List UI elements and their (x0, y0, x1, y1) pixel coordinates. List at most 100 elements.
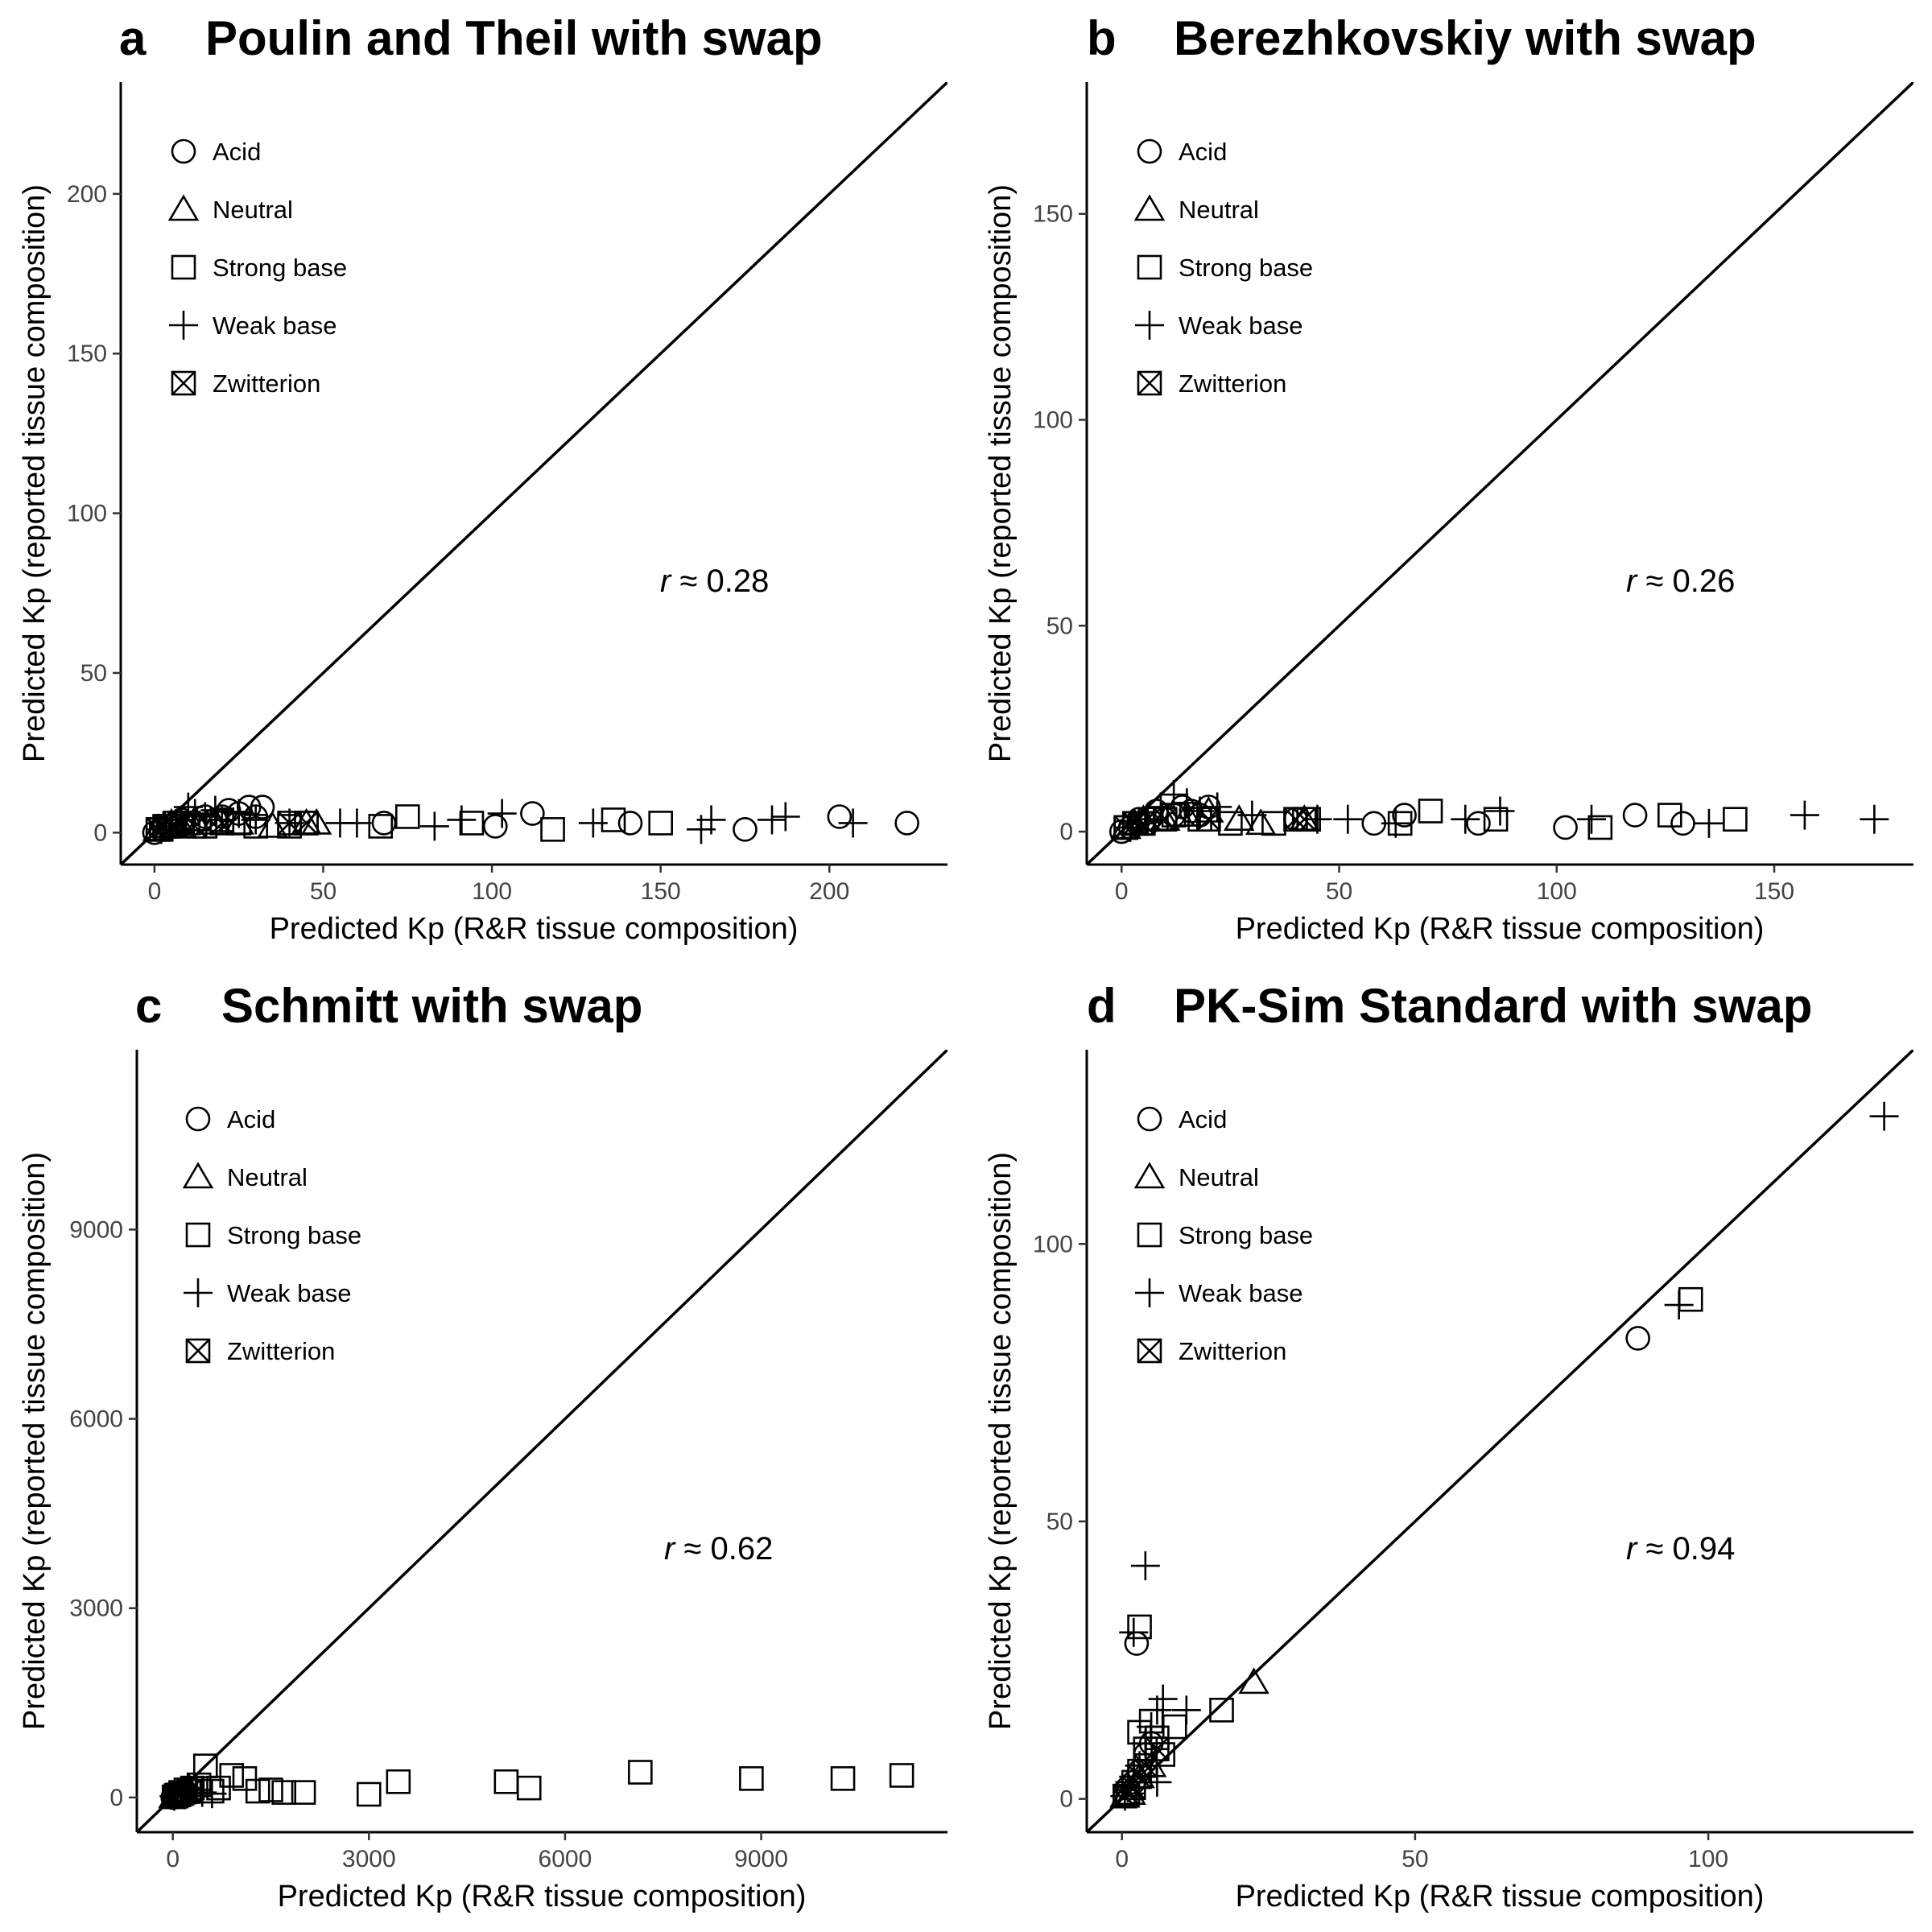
legend-strong-base: Strong base (185, 1221, 361, 1249)
x-tick-label: 50 (1326, 878, 1352, 905)
data-points (158, 1753, 914, 1811)
legend-weak-base-symbol (1135, 311, 1164, 340)
legend-glyph (171, 138, 196, 164)
x-tick-label: 200 (809, 878, 849, 905)
panel-d-x-label: Predicted Kp (R&R tissue composition) (1236, 1880, 1765, 1913)
point-strong-base (219, 1763, 245, 1788)
legend-glyph (171, 370, 196, 396)
point-weak-base (447, 805, 477, 835)
point-weak-base (1869, 1101, 1899, 1131)
legend-weak-base-label: Weak base (227, 1279, 352, 1307)
identity-line (1087, 82, 1913, 865)
point-weak-base (1237, 800, 1267, 830)
y-tick-label: 9000 (69, 1216, 123, 1243)
y-tick-label: 50 (1046, 613, 1073, 639)
panel-a-y-label: Predicted Kp (reported tissue compositio… (18, 184, 52, 762)
panel-b-legend: Acid Neutral Strong base Weak base Zwitt… (1133, 138, 1313, 398)
point-weak-base (1694, 808, 1724, 838)
point-weak-base (1159, 780, 1189, 810)
point-weak-base (1130, 1551, 1160, 1581)
legend-weak-base: Weak base (184, 1278, 352, 1307)
legend-weak-base: Weak base (1135, 1278, 1303, 1307)
y-tick-label: 0 (109, 1785, 123, 1811)
x-tick-label: 50 (310, 878, 336, 905)
point-weak-base (838, 808, 868, 838)
point-weak-base (197, 1779, 227, 1809)
x-tick-label: 100 (472, 878, 512, 905)
panel-c-x-label: Predicted Kp (R&R tissue composition) (278, 1880, 807, 1913)
point-neutral (1223, 804, 1255, 832)
point-weak-base (1664, 1290, 1694, 1320)
panel-c-legend: Acid Neutral Strong base Weak base Zwitt… (182, 1105, 361, 1365)
legend-weak-base-label: Weak base (1179, 1279, 1303, 1307)
legend-strong-base-symbol (1137, 1222, 1162, 1248)
legend-glyph (185, 1222, 211, 1248)
point-acid (894, 811, 919, 836)
legend-acid: Acid (185, 1105, 275, 1133)
point-acid (733, 817, 758, 842)
legend-neutral-label: Neutral (213, 196, 293, 224)
y-tick-label: 0 (1059, 819, 1073, 845)
point-weak-base (1790, 800, 1819, 830)
legend-acid-label: Acid (1179, 1105, 1227, 1133)
legend-strong-base-label: Strong base (227, 1221, 361, 1249)
y-tick-label: 50 (1046, 1509, 1073, 1535)
legend-neutral-label: Neutral (227, 1163, 308, 1191)
point-zwitterion (182, 814, 208, 839)
legend-strong-base-label: Strong base (1179, 254, 1313, 282)
point-weak-base (342, 808, 372, 838)
legend-glyph (185, 1338, 211, 1364)
x-tick-label: 150 (641, 878, 681, 905)
point-strong-base (356, 1781, 382, 1807)
y-tick-label: 150 (1033, 201, 1073, 228)
point-strong-base (1418, 799, 1443, 824)
x-tick-label: 100 (1537, 878, 1577, 905)
legend-zwitterion-label: Zwitterion (227, 1337, 335, 1365)
point-acid (250, 795, 275, 819)
legend-zwitterion-symbol (1137, 370, 1162, 396)
panel-a-x-label: Predicted Kp (R&R tissue composition) (270, 912, 799, 946)
legend-zwitterion-label: Zwitterion (213, 369, 320, 398)
panel-a-r-annotation: r ≈ 0.28 (660, 564, 769, 599)
point-strong-base (459, 811, 485, 836)
legend-glyph (169, 311, 198, 340)
legend-acid-symbol (185, 1106, 211, 1132)
legend-strong-base-symbol (171, 254, 196, 280)
legend-weak-base: Weak base (1135, 311, 1303, 340)
x-tick-label: 0 (1115, 878, 1129, 905)
legend-zwitterion-symbol (1137, 1338, 1162, 1364)
legend-glyph (1137, 138, 1162, 164)
point-weak-base (578, 808, 608, 838)
point-neutral (1245, 808, 1277, 836)
point-zwitterion (176, 1778, 202, 1804)
y-tick-label: 6000 (69, 1406, 123, 1433)
panel-c-y-label: Predicted Kp (reported tissue compositio… (18, 1152, 52, 1730)
panel-c-letter: c (135, 979, 162, 1033)
panel-d-title: PK-Sim Standard with swap (1174, 979, 1812, 1033)
point-strong-base (889, 1763, 914, 1788)
legend-glyph (167, 194, 200, 221)
point-strong-base (1587, 815, 1613, 840)
legend-zwitterion-label: Zwitterion (1179, 369, 1286, 398)
legend-weak-base-label: Weak base (1179, 312, 1303, 340)
x-tick-label: 0 (166, 1846, 180, 1872)
x-tick-label: 0 (148, 878, 162, 905)
legend-weak-base-symbol (184, 1278, 213, 1307)
panel-b-letter: b (1087, 11, 1117, 65)
legend-neutral: Neutral (1133, 194, 1259, 224)
legend-weak-base-symbol (169, 311, 198, 340)
point-strong-base (516, 1775, 542, 1801)
point-strong-base (628, 1760, 653, 1785)
point-strong-base (395, 804, 420, 829)
point-weak-base (241, 805, 270, 835)
panel-d-y-label: Predicted Kp (reported tissue compositio… (984, 1152, 1018, 1730)
legend-weak-base-symbol (1135, 1278, 1164, 1307)
legend-neutral-label: Neutral (1179, 1163, 1259, 1191)
legend-glyph (182, 1162, 214, 1189)
point-weak-base (1860, 804, 1889, 834)
point-weak-base (1142, 1695, 1172, 1725)
x-tick-label: 50 (1402, 1846, 1428, 1872)
legend-neutral: Neutral (167, 194, 293, 224)
y-tick-label: 0 (93, 819, 107, 846)
identity-line (1087, 1050, 1913, 1832)
